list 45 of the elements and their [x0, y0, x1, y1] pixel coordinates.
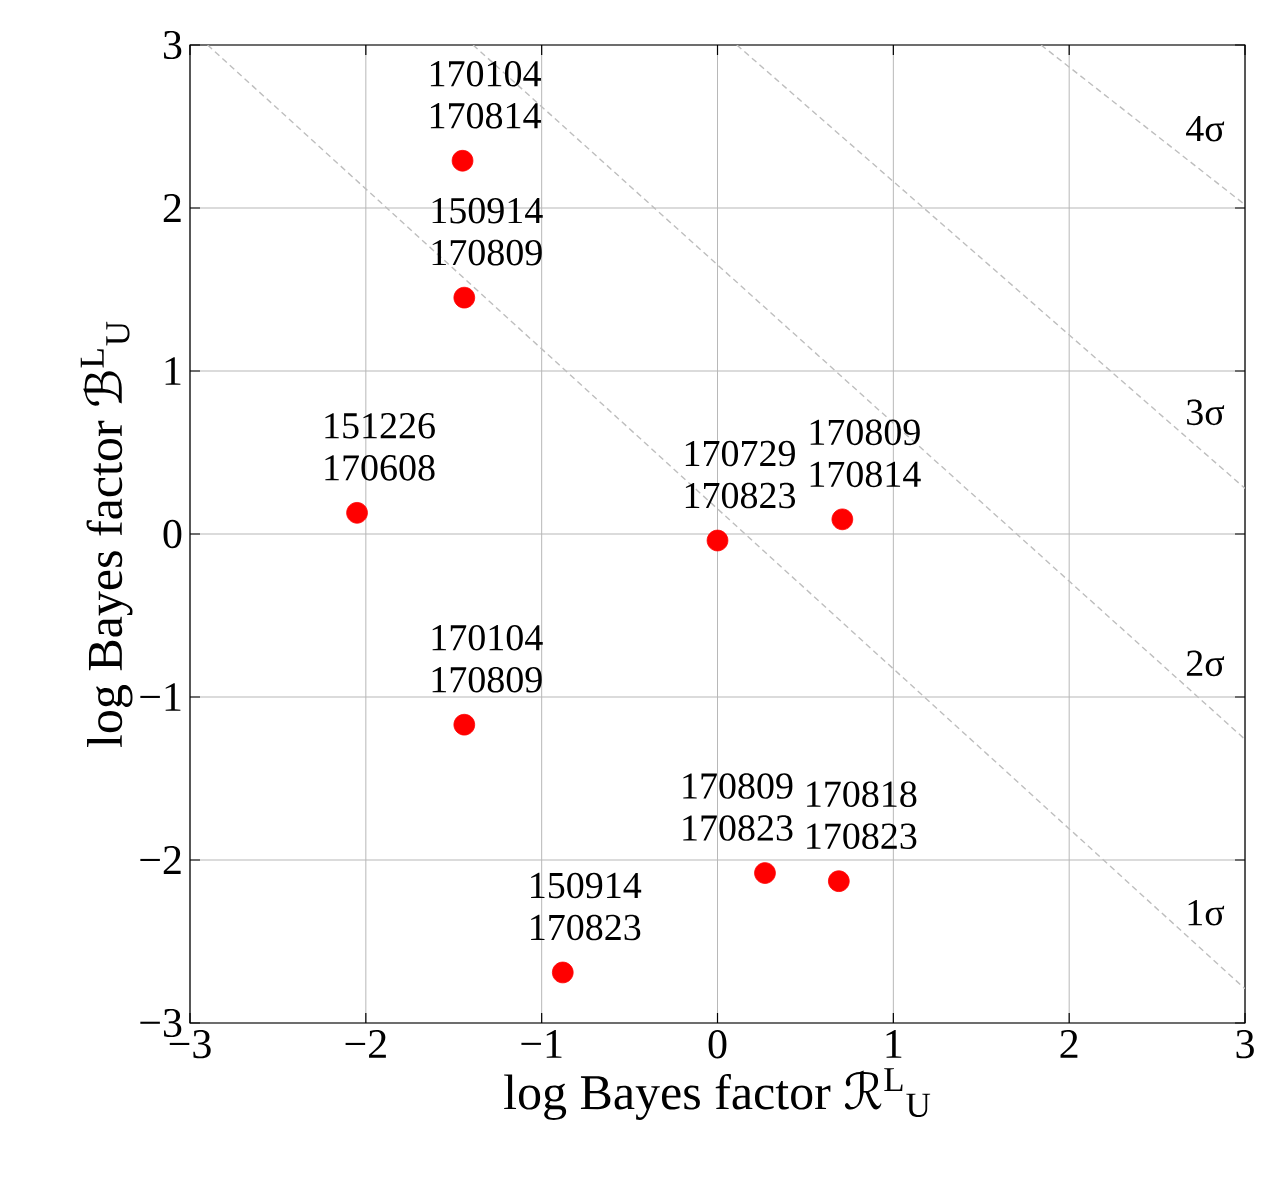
point: [828, 870, 850, 892]
annotation: 1σ: [1188, 900, 1225, 926]
annotation: 170823: [531, 914, 641, 941]
point: [451, 149, 474, 172]
annotation: 150914: [531, 872, 642, 899]
annotation: 170809: [432, 239, 542, 266]
x-tick-label: −1: [521, 1030, 562, 1058]
annotation: 2σ: [1186, 650, 1225, 677]
annotation: 170818: [807, 781, 917, 808]
annotation: 170814: [810, 461, 921, 488]
x-axis-title: log Bayes factor ℛ$^{L}$U: [504, 1068, 931, 1120]
annotation: 151226: [325, 413, 435, 439]
annotation: 170104: [432, 624, 543, 651]
annotation: 170809: [683, 773, 793, 799]
x-tick-label: 2: [1060, 1030, 1078, 1058]
y-tick-label: 0: [163, 519, 182, 549]
y-tick-label: 1: [165, 357, 181, 385]
annotation: 170809: [432, 666, 542, 693]
annotation: 170814: [430, 102, 541, 129]
point: [453, 286, 476, 309]
y-tick-label: −2: [140, 846, 181, 874]
point: [551, 961, 574, 984]
annotation: 170823: [807, 823, 917, 850]
annotation: 170608: [325, 455, 435, 481]
x-tick-label: 0: [708, 1030, 727, 1059]
point: [754, 862, 776, 884]
annotation: 170104: [430, 60, 541, 87]
y-tick-label: 2: [163, 194, 181, 222]
annotation: 170729: [685, 440, 795, 467]
x-tick-label: 1: [886, 1030, 902, 1058]
point: [831, 508, 854, 531]
annotation: 4σ: [1186, 116, 1225, 142]
point: [453, 713, 476, 736]
x-tick-label: 3: [1236, 1030, 1254, 1059]
annotation: 3σ: [1187, 399, 1225, 426]
x-tick-label: −2: [345, 1030, 386, 1058]
point: [706, 529, 729, 552]
point: [346, 502, 368, 524]
annotation: 170823: [683, 815, 793, 841]
y-axis-title: log Bayes factor ℬ$^{L}$U: [80, 321, 133, 748]
annotation: 170823: [685, 482, 796, 509]
y-tick-label: 3: [163, 30, 182, 60]
annotation: 170809: [810, 419, 920, 446]
y-tick-label: −1: [140, 683, 181, 711]
annotation: 150914: [432, 197, 543, 224]
